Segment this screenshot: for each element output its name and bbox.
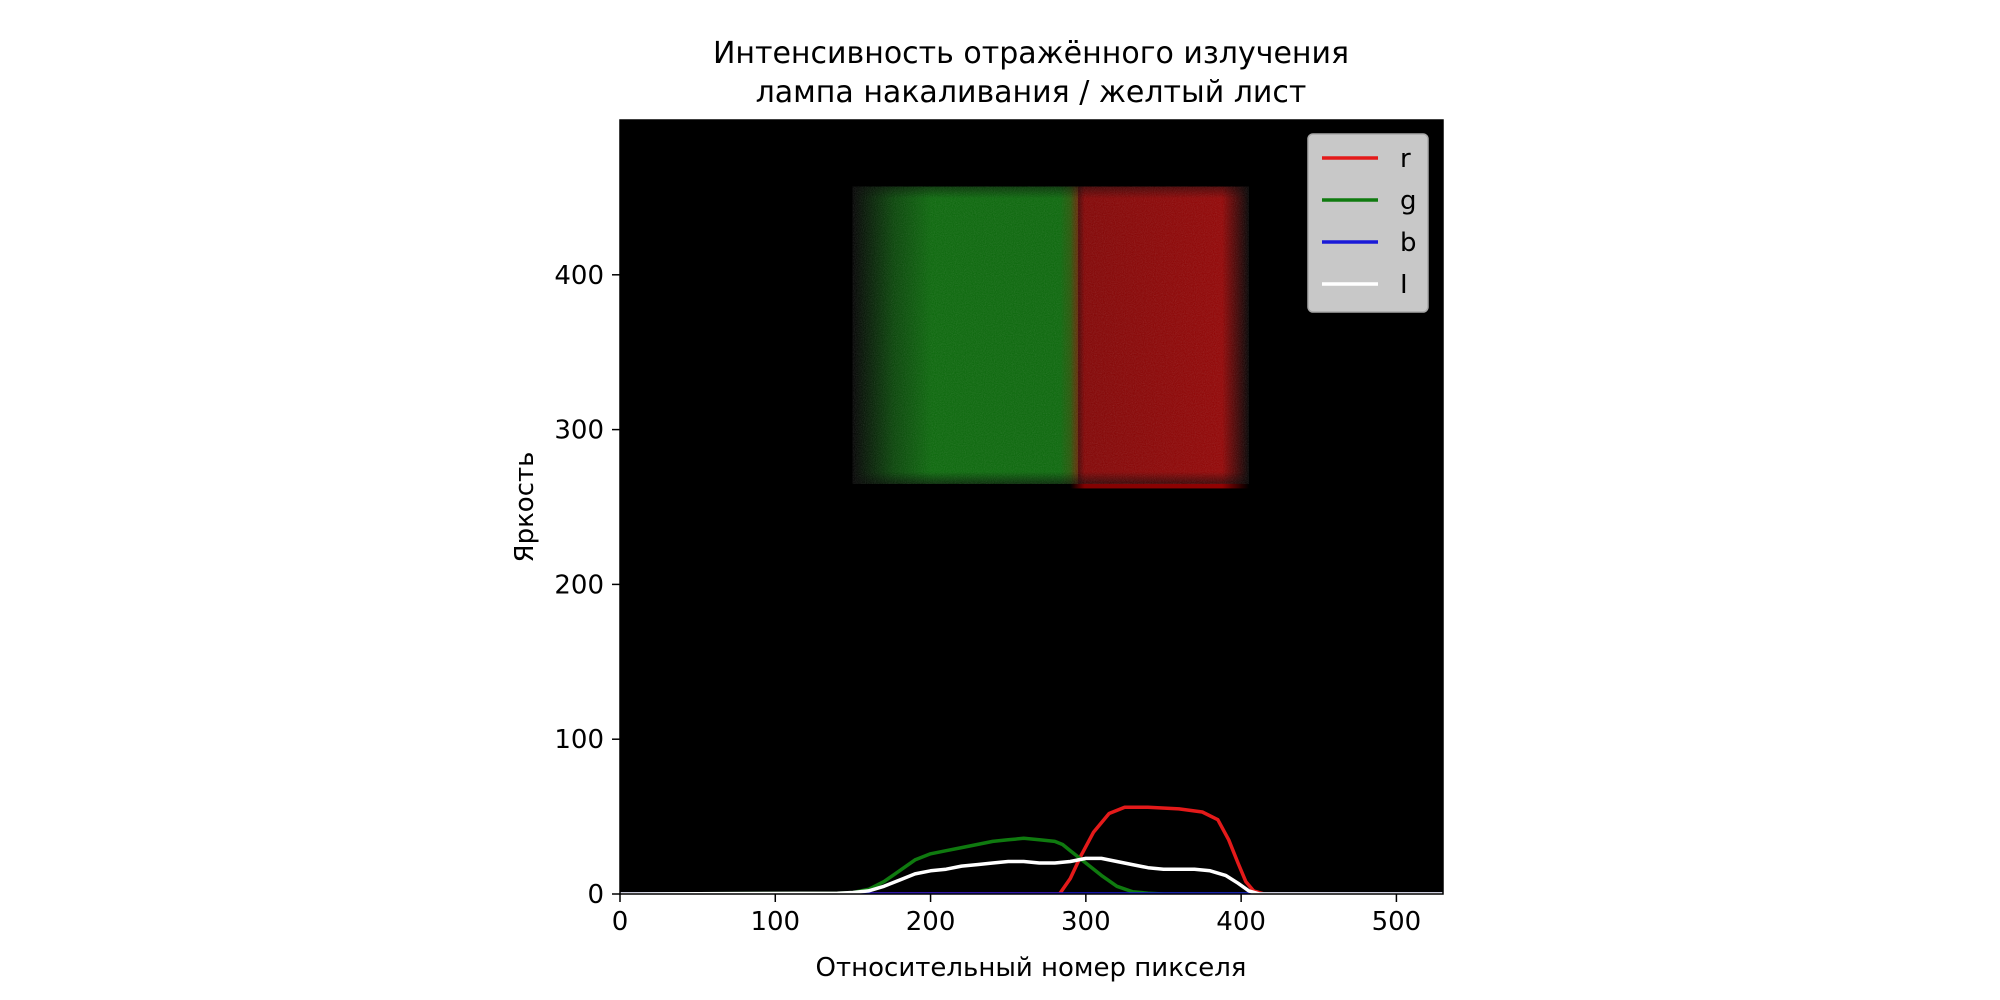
legend-label-r: r [1400,144,1411,174]
legend-label-g: g [1400,186,1417,216]
series-line-g [620,836,1443,894]
series-lines [620,805,1443,894]
legend-box [1307,133,1429,313]
x-axis: 0 100 200 300 400 500 [612,894,1422,937]
x-tick-label: 300 [1061,907,1111,937]
y-axis: 0 100 200 300 400 [554,261,620,910]
series-line-i [620,856,1443,894]
legend-label-b: b [1400,228,1417,258]
plot-area [620,120,1443,894]
y-tick-label: 100 [554,725,604,755]
x-tick-label: 500 [1372,907,1422,937]
y-tick-label: 400 [554,261,604,291]
series-line-r [620,805,1443,894]
x-tick-label: 400 [1216,907,1266,937]
y-axis-label: Яркость [510,452,540,563]
spectrum-image [852,186,1249,489]
x-tick-label: 100 [750,907,800,937]
y-tick-label: 300 [554,416,604,446]
band-noise [852,186,1249,484]
chart-title: Интенсивность отражённого излучения [713,36,1349,71]
x-tick-label: 200 [906,907,956,937]
y-tick-label: 200 [554,570,604,600]
x-tick-label: 0 [612,907,629,937]
y-tick-label: 0 [587,880,604,910]
x-axis-label: Относительный номер пикселя [816,953,1247,983]
plot-frame [619,119,1444,895]
chart-subtitle: лампа накаливания / желтый лист [756,75,1307,110]
legend-label-i: I [1400,270,1408,300]
